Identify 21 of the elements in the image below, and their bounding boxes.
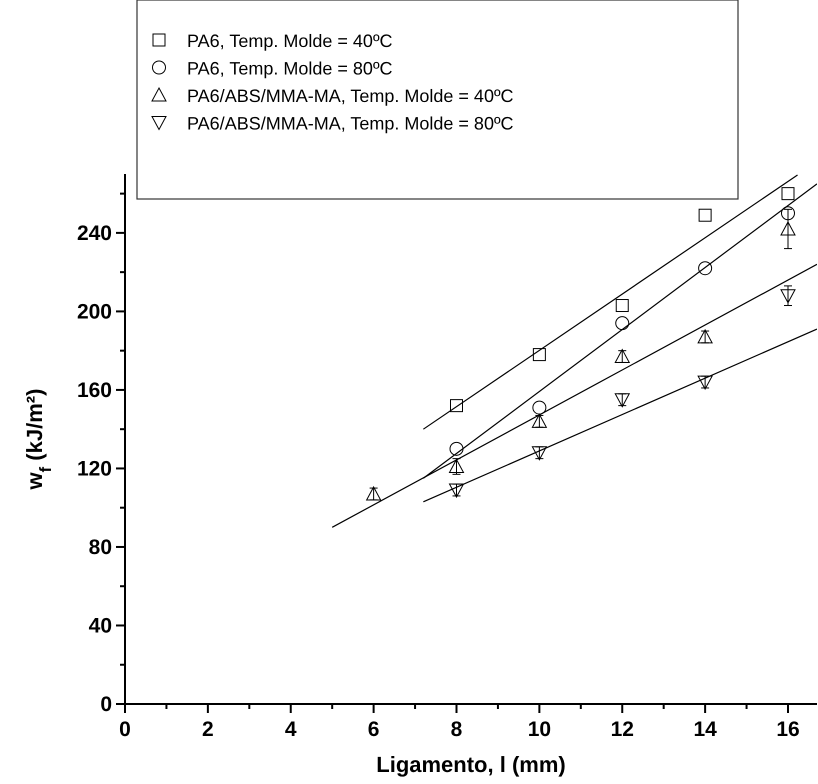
x-tick-label: 4: [284, 718, 297, 741]
x-tick-label: 2: [202, 718, 214, 741]
x-tick-label: 16: [776, 718, 800, 741]
x-tick-label: 12: [610, 718, 634, 741]
x-tick-label: 8: [450, 718, 463, 741]
y-tick-label: 160: [76, 378, 112, 402]
x-tick-label: 10: [528, 718, 552, 741]
y-tick-label: 40: [88, 614, 112, 638]
y-tick-label: 0: [100, 693, 112, 716]
y-tick-label: 120: [76, 457, 112, 480]
x-tick-label: 14: [693, 718, 718, 741]
y-tick-label: 200: [76, 300, 112, 324]
legend-label: PA6/ABS/MMA-MA, Temp. Molde = 40ºC: [187, 86, 514, 106]
legend-label: PA6, Temp. Molde = 40ºC: [187, 31, 393, 51]
legend-label: PA6, Temp. Molde = 80ºC: [187, 58, 393, 78]
legend-label: PA6/ABS/MMA-MA, Temp. Molde = 80ºC: [187, 114, 514, 134]
x-tick-label: 0: [119, 718, 131, 741]
x-tick-label: 6: [368, 718, 380, 741]
y-tick-label: 80: [88, 536, 112, 559]
y-tick-label: 240: [76, 222, 112, 245]
x-axis-title: Ligamento, l (mm): [376, 752, 566, 777]
